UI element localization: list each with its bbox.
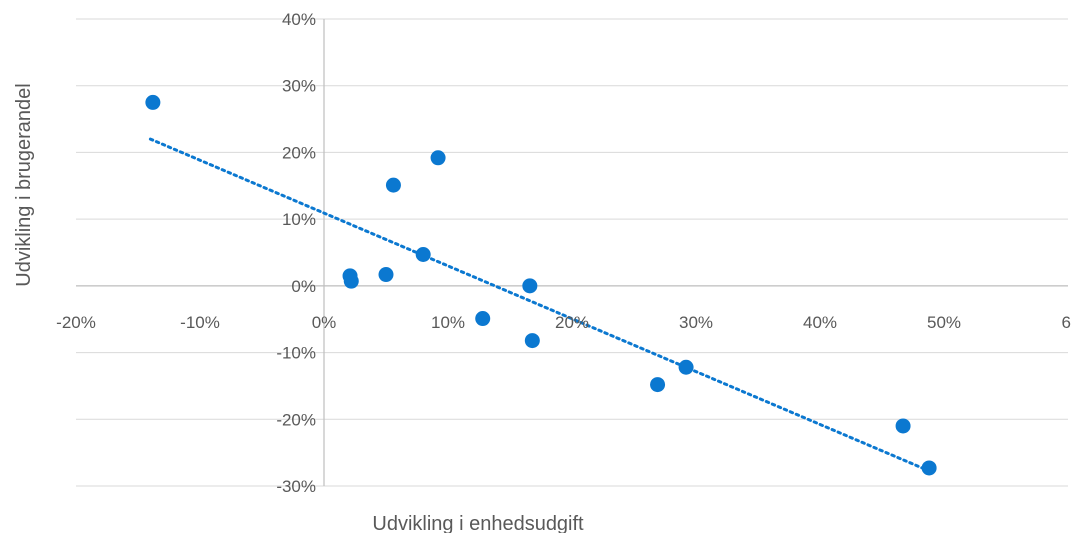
data-point — [430, 150, 446, 166]
gridlines — [76, 18, 1068, 487]
data-point — [524, 333, 540, 349]
trendline — [148, 137, 927, 471]
data-point — [895, 418, 911, 434]
x-tick-label-edge: 6 — [1062, 313, 1071, 332]
x-tick-label: 20% — [555, 313, 589, 332]
data-point — [385, 177, 401, 193]
x-tick-label: -10% — [180, 313, 220, 332]
data-point — [921, 460, 937, 476]
axes — [76, 19, 1068, 486]
data-point — [475, 311, 491, 327]
y-axis-title: Udvikling i brugerandel — [13, 83, 35, 286]
x-tick-label: 40% — [803, 313, 837, 332]
x-tick-label: 30% — [679, 313, 713, 332]
y-tick-label: 30% — [282, 77, 316, 96]
data-point — [415, 247, 431, 263]
y-tick-label: 40% — [282, 10, 316, 29]
x-tick-label: -20% — [56, 313, 96, 332]
data-point — [343, 273, 359, 289]
data-point — [650, 377, 666, 393]
y-tick-label: -10% — [276, 344, 316, 363]
x-tick-label: 0% — [312, 313, 337, 332]
data-point — [145, 94, 161, 110]
trendline-group — [148, 137, 927, 471]
data-point — [678, 359, 694, 375]
y-tick-label: 10% — [282, 210, 316, 229]
tick-labels: 40% 30% 20% 10% 0% -10% -20% -30% -20% -10% 0% 10% 2… — [56, 10, 1071, 496]
y-tick-label: 0% — [291, 277, 316, 296]
y-tick-label: 20% — [282, 143, 316, 162]
y-tick-label: -30% — [276, 477, 316, 496]
x-tick-label: 10% — [431, 313, 465, 332]
y-tick-label: -20% — [276, 410, 316, 429]
x-tick-label: 50% — [927, 313, 961, 332]
x-axis-title: Udvikling i enhedsudgift — [372, 513, 584, 533]
data-points — [145, 94, 937, 476]
data-point — [378, 267, 394, 283]
data-point — [522, 278, 538, 294]
